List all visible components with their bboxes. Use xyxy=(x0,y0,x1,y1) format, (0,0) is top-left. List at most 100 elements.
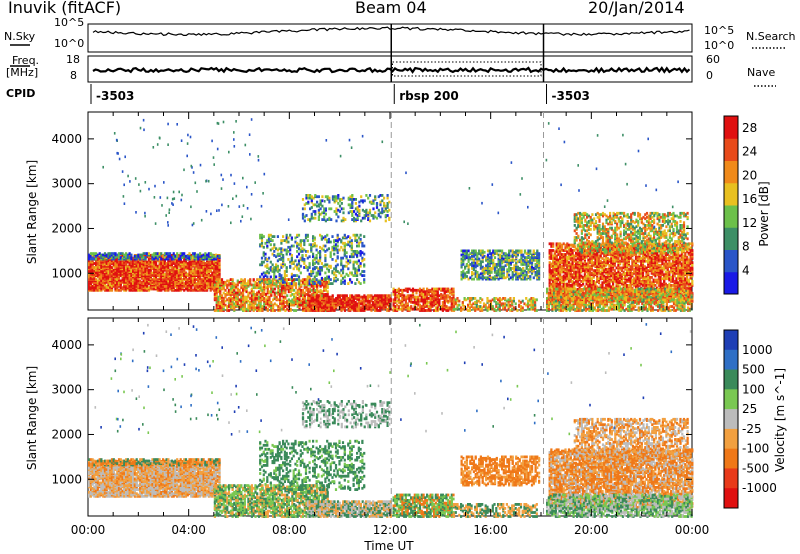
heatmap-cell xyxy=(188,252,191,255)
heatmap-cell xyxy=(319,233,322,237)
heatmap-cell xyxy=(495,249,498,253)
heatmap-cell xyxy=(513,258,516,262)
heatmap-cell xyxy=(336,255,339,259)
heatmap-cell xyxy=(197,271,200,275)
heatmap-cell xyxy=(107,280,110,284)
heatmap-cell xyxy=(204,256,207,259)
heatmap-cell xyxy=(256,286,259,290)
heatmap-cell xyxy=(222,305,225,308)
heatmap-cell xyxy=(363,295,366,299)
heatmap-cell xyxy=(356,260,359,264)
heatmap-cell xyxy=(282,248,285,252)
heatmap-cell xyxy=(337,215,340,219)
heatmap-cell xyxy=(273,309,276,312)
heatmap-cell xyxy=(334,239,338,242)
heatmap-cell xyxy=(349,195,352,199)
heatmap-cell xyxy=(126,276,129,280)
heatmap-cell xyxy=(331,282,334,285)
heatmap-cell xyxy=(328,216,331,220)
heatmap-cell xyxy=(377,208,380,212)
heatmap-cell xyxy=(336,294,340,298)
heatmap-cell xyxy=(316,195,319,199)
heatmap-cell xyxy=(110,256,114,259)
heatmap-cell xyxy=(354,202,357,205)
heatmap-cell xyxy=(523,269,527,273)
heatmap-cell xyxy=(307,218,310,221)
heatmap-cell xyxy=(100,274,103,277)
power-heatmap xyxy=(88,112,694,312)
heatmap-cell xyxy=(195,274,198,277)
heatmap-cell xyxy=(388,306,391,310)
heatmap-cell xyxy=(308,307,311,311)
heatmap-cell xyxy=(317,251,320,255)
heatmap-cell xyxy=(356,274,359,277)
heatmap-cell xyxy=(359,295,362,299)
heatmap-cell xyxy=(424,295,427,299)
heatmap-cell xyxy=(411,301,415,304)
heatmap-cell xyxy=(303,262,306,265)
heatmap-cell xyxy=(342,216,345,220)
heatmap-cell xyxy=(315,271,318,275)
heatmap-cell xyxy=(379,200,382,204)
heatmap-cell xyxy=(216,259,219,263)
heatmap-cell xyxy=(215,306,218,310)
heatmap-cell xyxy=(349,198,352,201)
heatmap-cell xyxy=(363,280,366,284)
heatmap-cell xyxy=(506,272,509,276)
heatmap-cell xyxy=(368,299,371,303)
heatmap-cell xyxy=(359,240,362,244)
heatmap-cell xyxy=(250,294,253,298)
heatmap-cell xyxy=(213,254,216,258)
heatmap-cell xyxy=(338,198,342,201)
heatmap-cell xyxy=(139,253,142,257)
heatmap-cell xyxy=(465,249,468,253)
heatmap-cell xyxy=(264,241,267,245)
heatmap-cell xyxy=(481,269,484,273)
heatmap-cell xyxy=(315,307,318,311)
heatmap-cell xyxy=(91,252,94,255)
heatmap-cell xyxy=(317,195,320,199)
heatmap-cell xyxy=(342,301,345,304)
heatmap-cell xyxy=(276,267,279,271)
heatmap-cell xyxy=(116,288,119,292)
heatmap-cell xyxy=(285,233,288,237)
heatmap-cell xyxy=(308,243,311,247)
heatmap-cell xyxy=(333,195,336,199)
heatmap-cell xyxy=(284,305,287,308)
heatmap-cell xyxy=(329,264,332,268)
heatmap-cell xyxy=(366,297,369,300)
cpid-segment-label: -3503 xyxy=(96,89,134,103)
heatmap-cell xyxy=(386,210,389,213)
heatmap-cell xyxy=(513,269,516,273)
heatmap-cell xyxy=(287,236,290,240)
heatmap-cell xyxy=(137,271,140,275)
heatmap-cell xyxy=(483,269,486,273)
heatmap-cell xyxy=(160,254,163,257)
heatmap-cell xyxy=(321,297,324,300)
heatmap-cell xyxy=(231,303,234,307)
heatmap-cell xyxy=(172,257,175,261)
heatmap-cell xyxy=(222,307,225,311)
heatmap-cell xyxy=(343,282,346,285)
heatmap-cell xyxy=(211,271,214,275)
heatmap-cell xyxy=(278,274,281,277)
heatmap-cell xyxy=(220,280,224,284)
heatmap-cell xyxy=(383,210,386,213)
heatmap-cell xyxy=(317,218,320,221)
heatmap-cell xyxy=(399,303,402,307)
heatmap-cell xyxy=(179,279,182,283)
heatmap-cell xyxy=(379,295,382,299)
heatmap-cell xyxy=(354,252,357,256)
heatmap-cell xyxy=(322,236,325,240)
heatmap-cell xyxy=(501,272,504,276)
heatmap-cell xyxy=(197,257,200,261)
heatmap-cell xyxy=(525,256,528,259)
nave-tick-top: 60 xyxy=(706,53,720,66)
heatmap-cell xyxy=(497,253,500,257)
heatmap-cell xyxy=(304,250,308,253)
heatmap-cell xyxy=(121,254,124,257)
heatmap-cell xyxy=(499,268,502,272)
heatmap-cell xyxy=(303,258,306,261)
heatmap-cell xyxy=(333,210,336,213)
heatmap-cell xyxy=(266,302,269,306)
